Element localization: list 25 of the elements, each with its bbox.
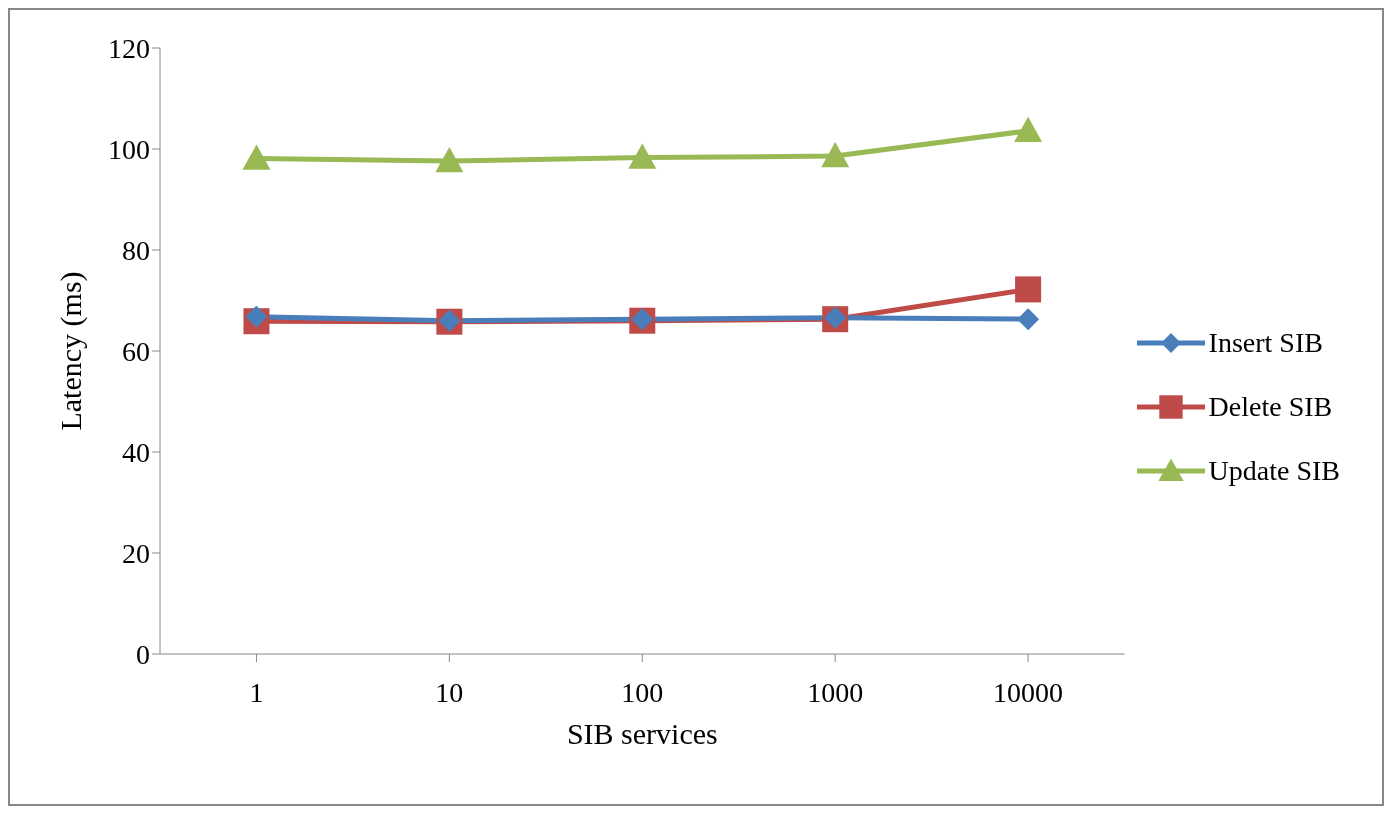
point [242, 144, 271, 170]
point [1014, 116, 1043, 143]
x-tick-label: 1 [249, 676, 264, 708]
y-axis-title: Latency (ms) [53, 271, 88, 431]
y-tick-label: 120 [108, 32, 150, 64]
y-tick-label: 100 [108, 133, 150, 165]
legend-label: Update SIB [1208, 455, 1340, 487]
point [821, 142, 850, 168]
y-tick-label: 80 [122, 234, 150, 266]
y-tick-label: 60 [122, 335, 150, 367]
x-tick-label: 10000 [993, 676, 1064, 708]
point [1017, 308, 1040, 331]
point [628, 143, 657, 169]
x-tick-label: 1000 [807, 676, 864, 708]
x-tick-label: 100 [621, 676, 664, 708]
y-tick-label: 20 [122, 537, 150, 569]
x-tick-label: 10 [435, 676, 464, 708]
legend-label: Delete SIB [1208, 391, 1333, 423]
legend-label: Insert SIB [1208, 327, 1323, 359]
y-tick-label: 40 [122, 436, 150, 468]
point [245, 305, 268, 328]
point [435, 147, 464, 173]
y-tick-label: 0 [136, 638, 150, 670]
point [1015, 276, 1042, 303]
x-axis-title: SIB services [566, 717, 718, 750]
